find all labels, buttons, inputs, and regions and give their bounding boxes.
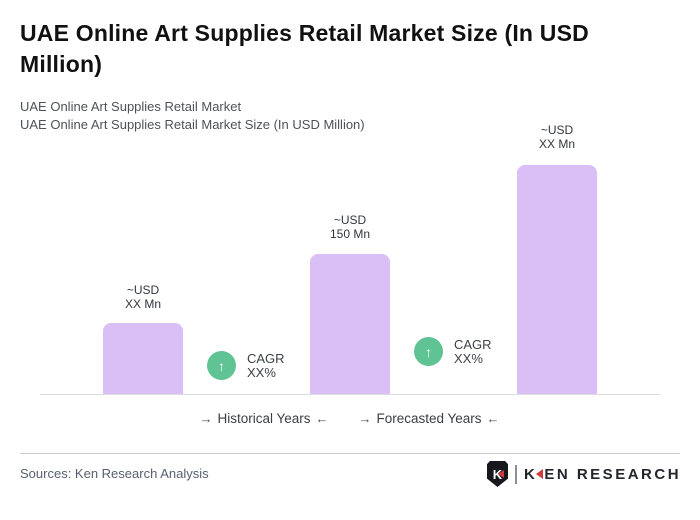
sources-text: Sources: Ken Research Analysis: [20, 466, 209, 481]
bar2-value-line2: 150 Mn: [329, 227, 371, 241]
right-arrow-icon: →: [199, 411, 213, 426]
bar-current: [310, 254, 390, 394]
period-label-text: Historical Years: [217, 411, 311, 426]
cagr-badge-1: ↑ CAGR XX%: [207, 351, 285, 380]
page-title: UAE Online Art Supplies Retail Market Si…: [20, 20, 589, 77]
logo-rest-text: EN RESEARCH: [544, 465, 682, 483]
logo-separator: [515, 464, 517, 484]
chart-subtitle: UAE Online Art Supplies Retail Market UA…: [20, 98, 620, 134]
cagr-label: CAGR: [454, 336, 492, 352]
footer-divider: [20, 453, 680, 454]
cagr-value: XX%: [247, 364, 276, 380]
logo-triangle-icon: [536, 469, 544, 479]
bar-forecast: [517, 165, 597, 394]
up-arrow-icon: ↑: [414, 337, 443, 366]
historical-years-label: → Historical Years ←: [194, 411, 333, 426]
right-arrow-icon: →: [358, 411, 372, 426]
subtitle-line-2: UAE Online Art Supplies Retail Market Si…: [20, 117, 365, 132]
cagr-badge-2: ↑ CAGR XX%: [414, 337, 492, 366]
bar3-value-line1: ~USD: [540, 123, 574, 137]
bar-historical: [103, 323, 183, 394]
logo-letter-k: K: [524, 465, 538, 483]
x-axis-line: [40, 394, 660, 395]
cagr-label: CAGR: [247, 350, 285, 366]
logo-shield-triangle-icon: [498, 470, 504, 478]
subtitle-line-1: UAE Online Art Supplies Retail Market: [20, 99, 242, 114]
forecasted-years-label: → Forecasted Years ←: [353, 411, 504, 426]
logo-wordmark: K EN RESEARCH: [524, 466, 681, 483]
bar3-value-line2: XX Mn: [538, 137, 575, 151]
bar-value-label: ~USD XX Mn: [83, 283, 203, 311]
bar1-value-line2: XX Mn: [124, 297, 161, 311]
left-arrow-icon: ←: [486, 411, 500, 426]
left-arrow-icon: ←: [315, 411, 329, 426]
bar-value-label: ~USD XX Mn: [497, 123, 617, 151]
cagr-value: XX%: [454, 350, 483, 366]
bar-value-label: ~USD 150 Mn: [290, 213, 410, 241]
ken-research-logo: K K EN RESEARCH: [487, 460, 681, 488]
bar2-value-line1: ~USD: [333, 213, 367, 227]
up-arrow-icon: ↑: [207, 351, 236, 380]
bar1-value-line1: ~USD: [126, 283, 160, 297]
logo-shield-letter: K: [492, 466, 503, 482]
logo-shield-icon: K: [487, 461, 508, 487]
period-label-text: Forecasted Years: [376, 411, 482, 426]
